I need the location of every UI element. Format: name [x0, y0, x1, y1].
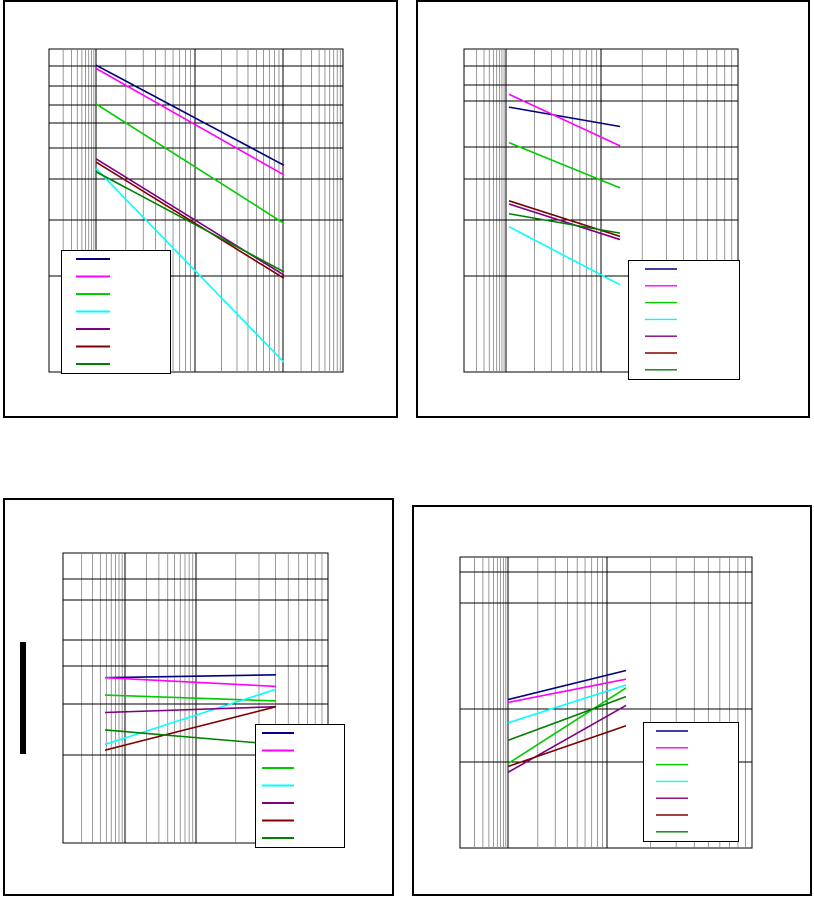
series-line-bottom-left-5 — [104, 705, 277, 714]
legend-swatches-bottom-left — [262, 732, 294, 839]
series-line-bottom-left-7 — [104, 729, 277, 746]
series-line-bottom-left-2 — [104, 676, 277, 688]
series-line-top-left-4 — [95, 167, 285, 363]
series-line-top-right-5 — [508, 203, 621, 241]
gridlines-bottom-right — [459, 557, 752, 848]
series-line-bottom-right-5 — [507, 704, 627, 774]
series-line-top-right-4 — [508, 225, 621, 286]
chart-panel-top-right — [416, 0, 810, 418]
series-line-top-left-2 — [95, 67, 285, 176]
series-line-bottom-left-4 — [104, 688, 277, 746]
series-line-bottom-left-3 — [104, 694, 277, 702]
series-line-bottom-right-3 — [507, 687, 627, 765]
chart-svg-bottom-right — [459, 556, 753, 849]
chart-panel-bottom-right — [412, 505, 812, 896]
chart-panel-bottom-left — [3, 498, 394, 896]
chart-svg-top-right — [463, 48, 739, 373]
series-line-top-right-3 — [508, 141, 621, 189]
chart-panel-top-left — [3, 0, 398, 418]
side-bar — [20, 642, 26, 754]
legend-top-left — [61, 250, 171, 374]
series-line-top-left-7 — [95, 171, 285, 273]
series-line-bottom-left-6 — [104, 705, 277, 751]
series-line-bottom-right-6 — [507, 725, 627, 768]
legend-top-right — [628, 260, 740, 380]
series-line-top-left-6 — [95, 161, 285, 280]
legend-swatches-bottom-right — [656, 730, 688, 833]
series-line-bottom-left-1 — [104, 674, 277, 679]
series-line-bottom-right-2 — [507, 678, 627, 704]
chart-svg-bottom-left — [62, 552, 329, 844]
series-line-top-right-2 — [508, 93, 621, 147]
series-line-bottom-right-4 — [507, 684, 627, 724]
series-line-top-right-7 — [508, 212, 621, 234]
series-line-top-left-3 — [95, 103, 285, 225]
series-line-top-left-1 — [95, 64, 285, 166]
series-line-top-right-1 — [508, 106, 621, 128]
series-line-bottom-right-7 — [507, 695, 627, 742]
legend-swatches-top-right — [645, 268, 677, 371]
legend-bottom-right — [643, 722, 739, 842]
legend-swatches-top-left — [76, 258, 110, 365]
series-line-bottom-right-1 — [507, 669, 627, 701]
legend-bottom-left — [255, 724, 345, 848]
